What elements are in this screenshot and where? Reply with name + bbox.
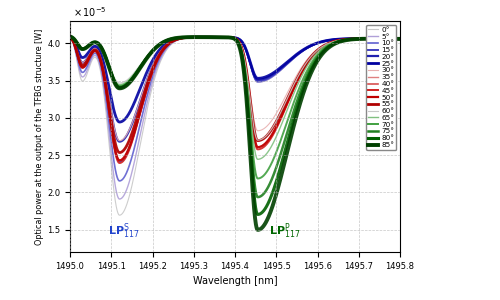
Y-axis label: Optical power at the output of the TFBG structure [W]: Optical power at the output of the TFBG …: [35, 28, 44, 245]
Text: LP$^{\mathsf{S}}_{117}$: LP$^{\mathsf{S}}_{117}$: [108, 221, 140, 241]
Text: $\times\,10^{-5}$: $\times\,10^{-5}$: [74, 5, 107, 19]
Text: LP$^{\mathsf{P}}_{117}$: LP$^{\mathsf{P}}_{117}$: [268, 221, 300, 241]
Legend: 0°, 5°, 10°, 15°, 20°, 25°, 30°, 35°, 40°, 45°, 50°, 55°, 60°, 65°, 70°, 75°, 80: 0°, 5°, 10°, 15°, 20°, 25°, 30°, 35°, 40…: [366, 25, 396, 150]
X-axis label: Wavelength [nm]: Wavelength [nm]: [192, 276, 278, 286]
